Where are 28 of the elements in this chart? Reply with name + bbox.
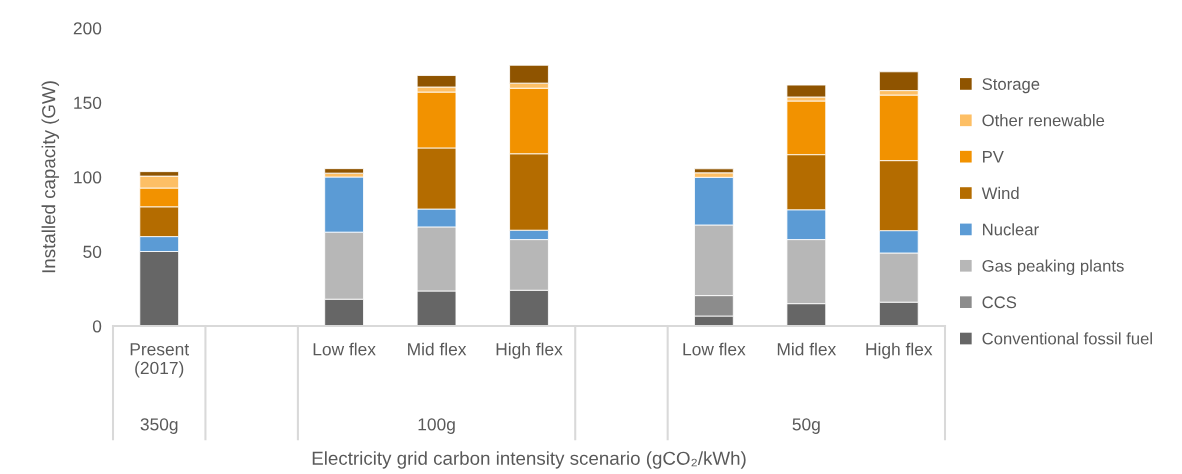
y-tick-label: 100 <box>74 171 102 184</box>
legend-label: Conventional fossil fuel <box>982 332 1152 345</box>
text: 50g <box>792 418 820 434</box>
bar <box>694 168 734 174</box>
x-axis-title: Electricity grid carbon intensity scenario (gCO₂/kWh) <box>312 451 746 469</box>
y-tick-label: 200 <box>73 22 102 35</box>
legend-label: Gas peaking plants <box>982 259 1124 276</box>
bar <box>786 84 827 98</box>
legend-label: CCS <box>982 296 1017 309</box>
y-tick-label: 0 <box>92 320 102 333</box>
bar <box>324 168 364 174</box>
legend-label: Other renewable <box>982 114 1105 127</box>
legend-label: Nuclear <box>983 223 1039 236</box>
x-tick-label: Mid flex <box>408 342 467 356</box>
x-tick-label: Low flex <box>313 342 376 356</box>
text: 100g <box>418 418 455 434</box>
text: 350g <box>140 418 178 434</box>
y-tick-label: 50 <box>83 245 102 258</box>
x-tick-label: Mid flex <box>777 342 837 356</box>
legend-label: Storage <box>982 78 1040 94</box>
x-tick-label: High flex <box>496 342 563 359</box>
y-tick-label: 150 <box>74 96 102 109</box>
y-axis-title: Installed capacity (GW) <box>41 81 60 273</box>
x-tick-label: High flex <box>866 342 933 359</box>
x-tick-label: Low flex <box>683 342 746 356</box>
legend-label: PV <box>983 151 1004 163</box>
legend-label: Wind <box>981 186 1019 200</box>
x-tick-label: Present (2017) <box>130 343 190 378</box>
